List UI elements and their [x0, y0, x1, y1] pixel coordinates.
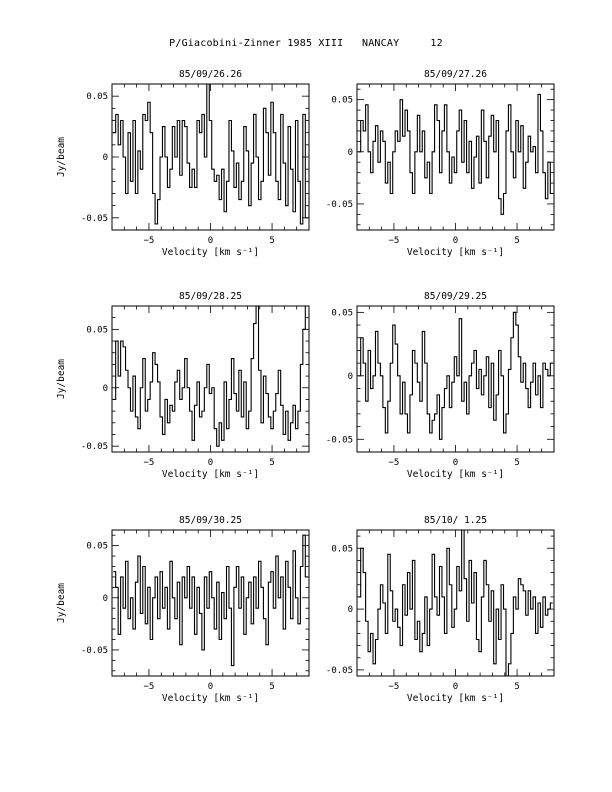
y-tick-label: 0: [103, 594, 108, 604]
y-tick-label: 0.05: [86, 542, 108, 552]
x-tick-label: 5: [269, 236, 274, 246]
page-title: P/Giacobini-Zinner 1985 XIII NANCAY 12: [169, 38, 443, 49]
spectrum-line: [113, 534, 308, 667]
plot-frame: [356, 83, 555, 231]
x-tick-label: 0: [453, 458, 458, 468]
plot-frame: [111, 529, 310, 677]
spectrum-line: [358, 529, 553, 677]
x-tick-label: 5: [269, 458, 274, 468]
plot-frame: [356, 305, 555, 453]
panel-title: 85/09/28.25: [179, 291, 242, 302]
panel-title: 85/09/26.26: [179, 69, 242, 80]
y-tick-label: 0: [348, 605, 353, 615]
spectrum-line: [113, 83, 308, 225]
spectrum-panel: 85/09/28.25 −5 0 5 0.05 0 -0.05 Velocity [km s⁻…: [56, 291, 310, 480]
x-axis-label: Velocity [km s⁻¹]: [162, 469, 259, 480]
y-tick-label: 0: [348, 372, 353, 382]
x-tick-label: 5: [269, 682, 274, 692]
x-tick-label: 0: [208, 682, 213, 692]
x-axis-label: Velocity [km s⁻¹]: [407, 693, 504, 704]
panel-title: 85/09/27.26: [424, 69, 487, 80]
x-tick-label: −5: [389, 458, 400, 468]
y-tick-label: 0: [103, 153, 108, 163]
x-tick-label: 5: [514, 236, 519, 246]
spectrum-panel: 85/10/ 1.25 −5 0 5 0.05 0 -0.05 Velocity [km s⁻…: [326, 515, 555, 704]
y-tick-label: -0.05: [81, 646, 108, 656]
spectrum-panel: 85/09/29.25 −5 0 5 0.05 0 -0.05 Velocity [km s⁻…: [326, 291, 555, 480]
y-tick-label: -0.05: [81, 214, 108, 224]
x-tick-label: −5: [144, 682, 155, 692]
x-tick-label: 0: [208, 236, 213, 246]
y-tick-label: 0: [103, 384, 108, 394]
spectrum-panel: 85/09/26.26 −5 0 5 0.05 0 -0.05 Velocity [km s⁻…: [56, 69, 310, 258]
y-tick-label: -0.05: [326, 200, 353, 210]
y-tick-label: -0.05: [326, 666, 353, 676]
y-axis-label: Jy/beam: [56, 359, 67, 399]
spectrum-line: [113, 305, 308, 447]
y-tick-label: -0.05: [326, 435, 353, 445]
plot-frame: [111, 83, 310, 231]
y-axis-label: Jy/beam: [56, 583, 67, 623]
y-tick-label: 0.05: [331, 544, 353, 554]
x-tick-label: −5: [144, 236, 155, 246]
x-axis-label: Velocity [km s⁻¹]: [407, 247, 504, 258]
y-tick-label: 0.05: [86, 325, 108, 335]
x-tick-label: −5: [389, 682, 400, 692]
spectrum-line: [358, 93, 553, 215]
x-tick-label: 0: [453, 682, 458, 692]
x-tick-label: −5: [389, 236, 400, 246]
x-tick-label: 5: [514, 682, 519, 692]
x-tick-label: 0: [208, 458, 213, 468]
spectrum-panel: 85/09/30.25 −5 0 5 0.05 0 -0.05 Velocity [km s⁻…: [56, 515, 310, 704]
plot-frame: [111, 305, 310, 453]
plot-frame: [356, 529, 555, 677]
x-axis-label: Velocity [km s⁻¹]: [162, 247, 259, 258]
x-axis-label: Velocity [km s⁻¹]: [162, 693, 259, 704]
y-axis-label: Jy/beam: [56, 137, 67, 177]
y-tick-label: 0: [348, 148, 353, 158]
panel-title: 85/10/ 1.25: [424, 515, 487, 526]
y-tick-label: 0.05: [331, 96, 353, 106]
y-tick-label: 0.05: [331, 308, 353, 318]
spectrum-line: [358, 311, 553, 440]
x-tick-label: −5: [144, 458, 155, 468]
x-axis-label: Velocity [km s⁻¹]: [407, 469, 504, 480]
y-tick-label: -0.05: [81, 442, 108, 452]
spectrum-panel: 85/09/27.26 −5 0 5 0.05 0 -0.05 Velocity [km s⁻…: [326, 69, 555, 258]
x-tick-label: 0: [453, 236, 458, 246]
x-tick-label: 5: [514, 458, 519, 468]
panel-title: 85/09/29.25: [424, 291, 487, 302]
y-tick-label: 0.05: [86, 92, 108, 102]
panel-title: 85/09/30.25: [179, 515, 242, 526]
